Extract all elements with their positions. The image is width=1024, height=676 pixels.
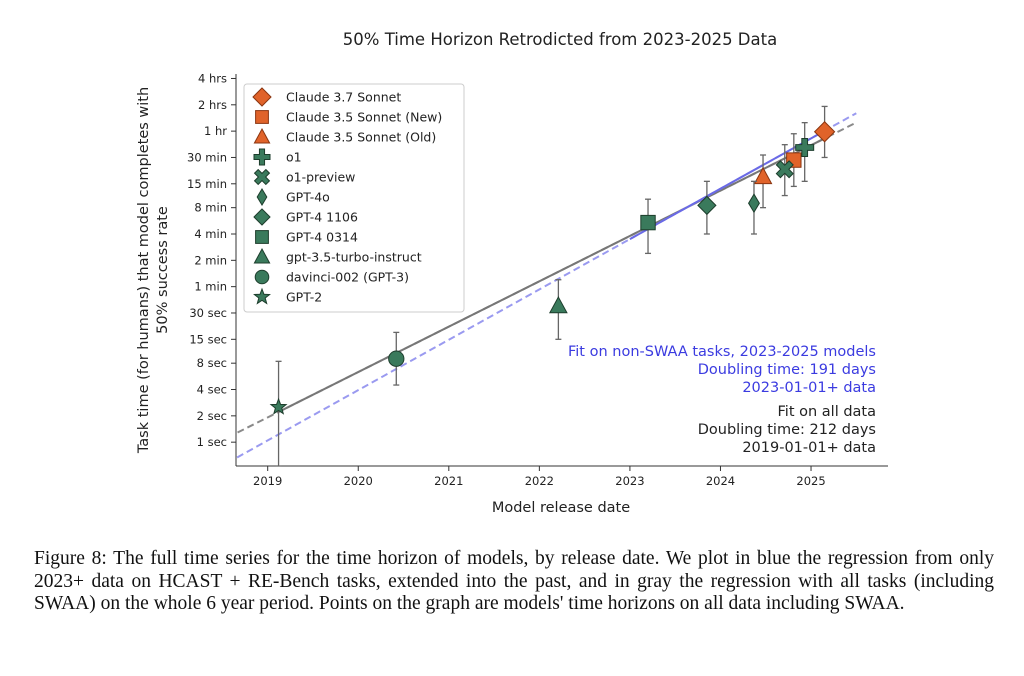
fit-lines xyxy=(236,112,857,460)
fit-annotations: Fit on non-SWAA tasks, 2023-2025 models D… xyxy=(568,344,876,456)
marker-davinci-002-gpt-3 xyxy=(388,350,405,367)
gray-fit-solid-line xyxy=(278,137,826,413)
point-gpt-4-0314 xyxy=(640,198,656,255)
figure-caption: Figure 8: The full time series for the t… xyxy=(34,548,994,614)
legend-box xyxy=(243,83,465,313)
legend-label-o1: o1 xyxy=(286,150,302,165)
legend-item-o1: o1 xyxy=(253,148,302,166)
marker-claude-3-5-sonnet-old xyxy=(753,166,773,185)
y-tick-label: 1 hr xyxy=(204,124,227,138)
y-tick-label: 30 sec xyxy=(189,306,227,320)
x-tick-label: 2023 xyxy=(615,474,644,488)
legend-label-claude-3-7-sonnet: Claude 3.7 Sonnet xyxy=(286,90,401,105)
y-tick-label: 2 min xyxy=(194,253,227,267)
x-tick-label: 2020 xyxy=(344,474,373,488)
legend-marker-claude-3-5-sonnet-new xyxy=(255,110,269,124)
plot-area: 2019 2020 2021 2022 2023 2024 2025 1 sec 2 sec 4 … xyxy=(187,71,888,488)
legend-item-claude-3-7-sonnet: Claude 3.7 Sonnet xyxy=(252,87,401,107)
point-gpt-4-1106 xyxy=(697,180,717,235)
legend-item-davinci-002-gpt-3: davinci-002 (GPT-3) xyxy=(254,269,409,285)
y-tick-label: 4 sec xyxy=(197,383,227,397)
point-claude-3-5-sonnet-new xyxy=(786,133,802,188)
legend-item-o1-preview: o1-preview xyxy=(253,168,355,186)
legend-label-davinci-002-gpt-3: davinci-002 (GPT-3) xyxy=(286,270,409,285)
blue-fit-annotation-line: Fit on non-SWAA tasks, 2023-2025 models xyxy=(568,344,876,360)
gray-fit-annotation-line: 2019-01-01+ data xyxy=(742,440,876,456)
y-tick-label: 4 hrs xyxy=(198,71,227,85)
y-tick-label: 1 min xyxy=(194,280,227,294)
marker-gpt-4-1106 xyxy=(697,195,717,216)
legend-item-gpt-4-1106: GPT-4 1106 xyxy=(253,208,358,226)
legend-marker-claude-3-5-sonnet-old xyxy=(253,127,271,144)
point-gpt-4o xyxy=(747,180,760,235)
legend-marker-gpt-4o xyxy=(256,188,268,206)
point-davinci-002-gpt-3 xyxy=(388,331,405,386)
x-tick-label: 2025 xyxy=(796,474,825,488)
legend-item-claude-3-5-sonnet-old: Claude 3.5 Sonnet (Old) xyxy=(253,127,436,145)
blue-fit-annotation-line: 2023-01-01+ data xyxy=(742,380,876,396)
legend-item-claude-3-5-sonnet-new: Claude 3.5 Sonnet (New) xyxy=(255,110,442,125)
legend-label-gpt-4-0314: GPT-4 0314 xyxy=(286,230,358,245)
chart: 50% Time Horizon Retrodicted from 2023-2… xyxy=(136,30,888,516)
x-tick-label: 2019 xyxy=(253,474,282,488)
chart-title: 50% Time Horizon Retrodicted from 2023-2… xyxy=(343,30,777,49)
marker-gpt-4o xyxy=(747,193,760,214)
legend-marker-gpt-2 xyxy=(253,287,271,305)
x-tick-label: 2022 xyxy=(525,474,554,488)
legend: Claude 3.7 Sonnet Claude 3.5 Sonnet (New)… xyxy=(243,83,465,313)
y-axis-label: Task time (for humans) that model comple… xyxy=(136,87,171,454)
marker-gpt-2 xyxy=(269,397,288,415)
y-tick-label: 30 min xyxy=(187,150,227,164)
point-claude-3-7-sonnet xyxy=(813,105,836,159)
marker-claude-3-7-sonnet xyxy=(813,121,836,143)
legend-label-gpt-4o: GPT-4o xyxy=(286,190,330,205)
legend-marker-o1 xyxy=(253,148,271,166)
y-axis-label-line-1: Task time (for humans) that model comple… xyxy=(136,87,152,454)
gray-fit-annotation-line: Doubling time: 212 days xyxy=(698,422,876,438)
blue-fit-annotation-line: Doubling time: 191 days xyxy=(698,362,876,378)
legend-item-gpt-4o: GPT-4o xyxy=(256,188,330,206)
legend-item-gpt-3-5-turbo-instruct: gpt-3.5-turbo-instruct xyxy=(253,247,422,265)
y-tick-label: 2 hrs xyxy=(198,98,227,112)
y-tick-label: 15 min xyxy=(187,177,227,191)
legend-label-claude-3-5-sonnet-old: Claude 3.5 Sonnet (Old) xyxy=(286,130,436,145)
y-tick-label: 2 sec xyxy=(197,409,227,423)
x-tick-label: 2021 xyxy=(434,474,463,488)
legend-marker-gpt-3-5-turbo-instruct xyxy=(253,247,271,264)
y-tick-label: 4 min xyxy=(194,227,227,241)
x-axis-label: Model release date xyxy=(492,500,630,516)
blue-fit-solid-line xyxy=(629,129,826,240)
legend-label-o1-preview: o1-preview xyxy=(286,170,355,185)
marker-o1-preview xyxy=(775,160,794,179)
gray-fit-annotation-line: Fit on all data xyxy=(778,404,877,420)
y-tick-label: 8 sec xyxy=(197,356,227,370)
point-o1 xyxy=(795,122,815,182)
x-tick-label: 2024 xyxy=(706,474,735,488)
point-gpt-3-5-turbo-instruct xyxy=(548,279,568,340)
legend-item-gpt-2: GPT-2 xyxy=(253,287,322,305)
legend-label-gpt-3-5-turbo-instruct: gpt-3.5-turbo-instruct xyxy=(286,250,422,265)
legend-label-claude-3-5-sonnet-new: Claude 3.5 Sonnet (New) xyxy=(286,110,442,125)
legend-label-gpt-4-1106: GPT-4 1106 xyxy=(286,210,358,225)
point-gpt-2 xyxy=(269,360,288,467)
legend-item-gpt-4-0314: GPT-4 0314 xyxy=(255,230,358,245)
legend-marker-davinci-002-gpt-3 xyxy=(254,269,270,285)
marker-gpt-4-0314 xyxy=(640,214,656,231)
y-tick-label: 1 sec xyxy=(197,435,227,449)
y-tick-label: 15 sec xyxy=(189,332,227,346)
point-claude-3-5-sonnet-old xyxy=(753,154,773,209)
legend-marker-gpt-4-0314 xyxy=(255,230,269,244)
marker-o1 xyxy=(795,137,815,157)
legend-marker-claude-3-7-sonnet xyxy=(252,87,272,107)
y-tick-label: 8 min xyxy=(194,201,227,215)
point-o1-preview xyxy=(775,144,794,197)
legend-label-gpt-2: GPT-2 xyxy=(286,290,322,305)
data-points xyxy=(269,105,836,467)
legend-marker-o1-preview xyxy=(253,168,271,186)
marker-gpt-3-5-turbo-instruct xyxy=(548,296,568,314)
y-axis-label-line-2: 50% success rate xyxy=(155,206,171,334)
legend-marker-gpt-4-1106 xyxy=(253,208,271,226)
